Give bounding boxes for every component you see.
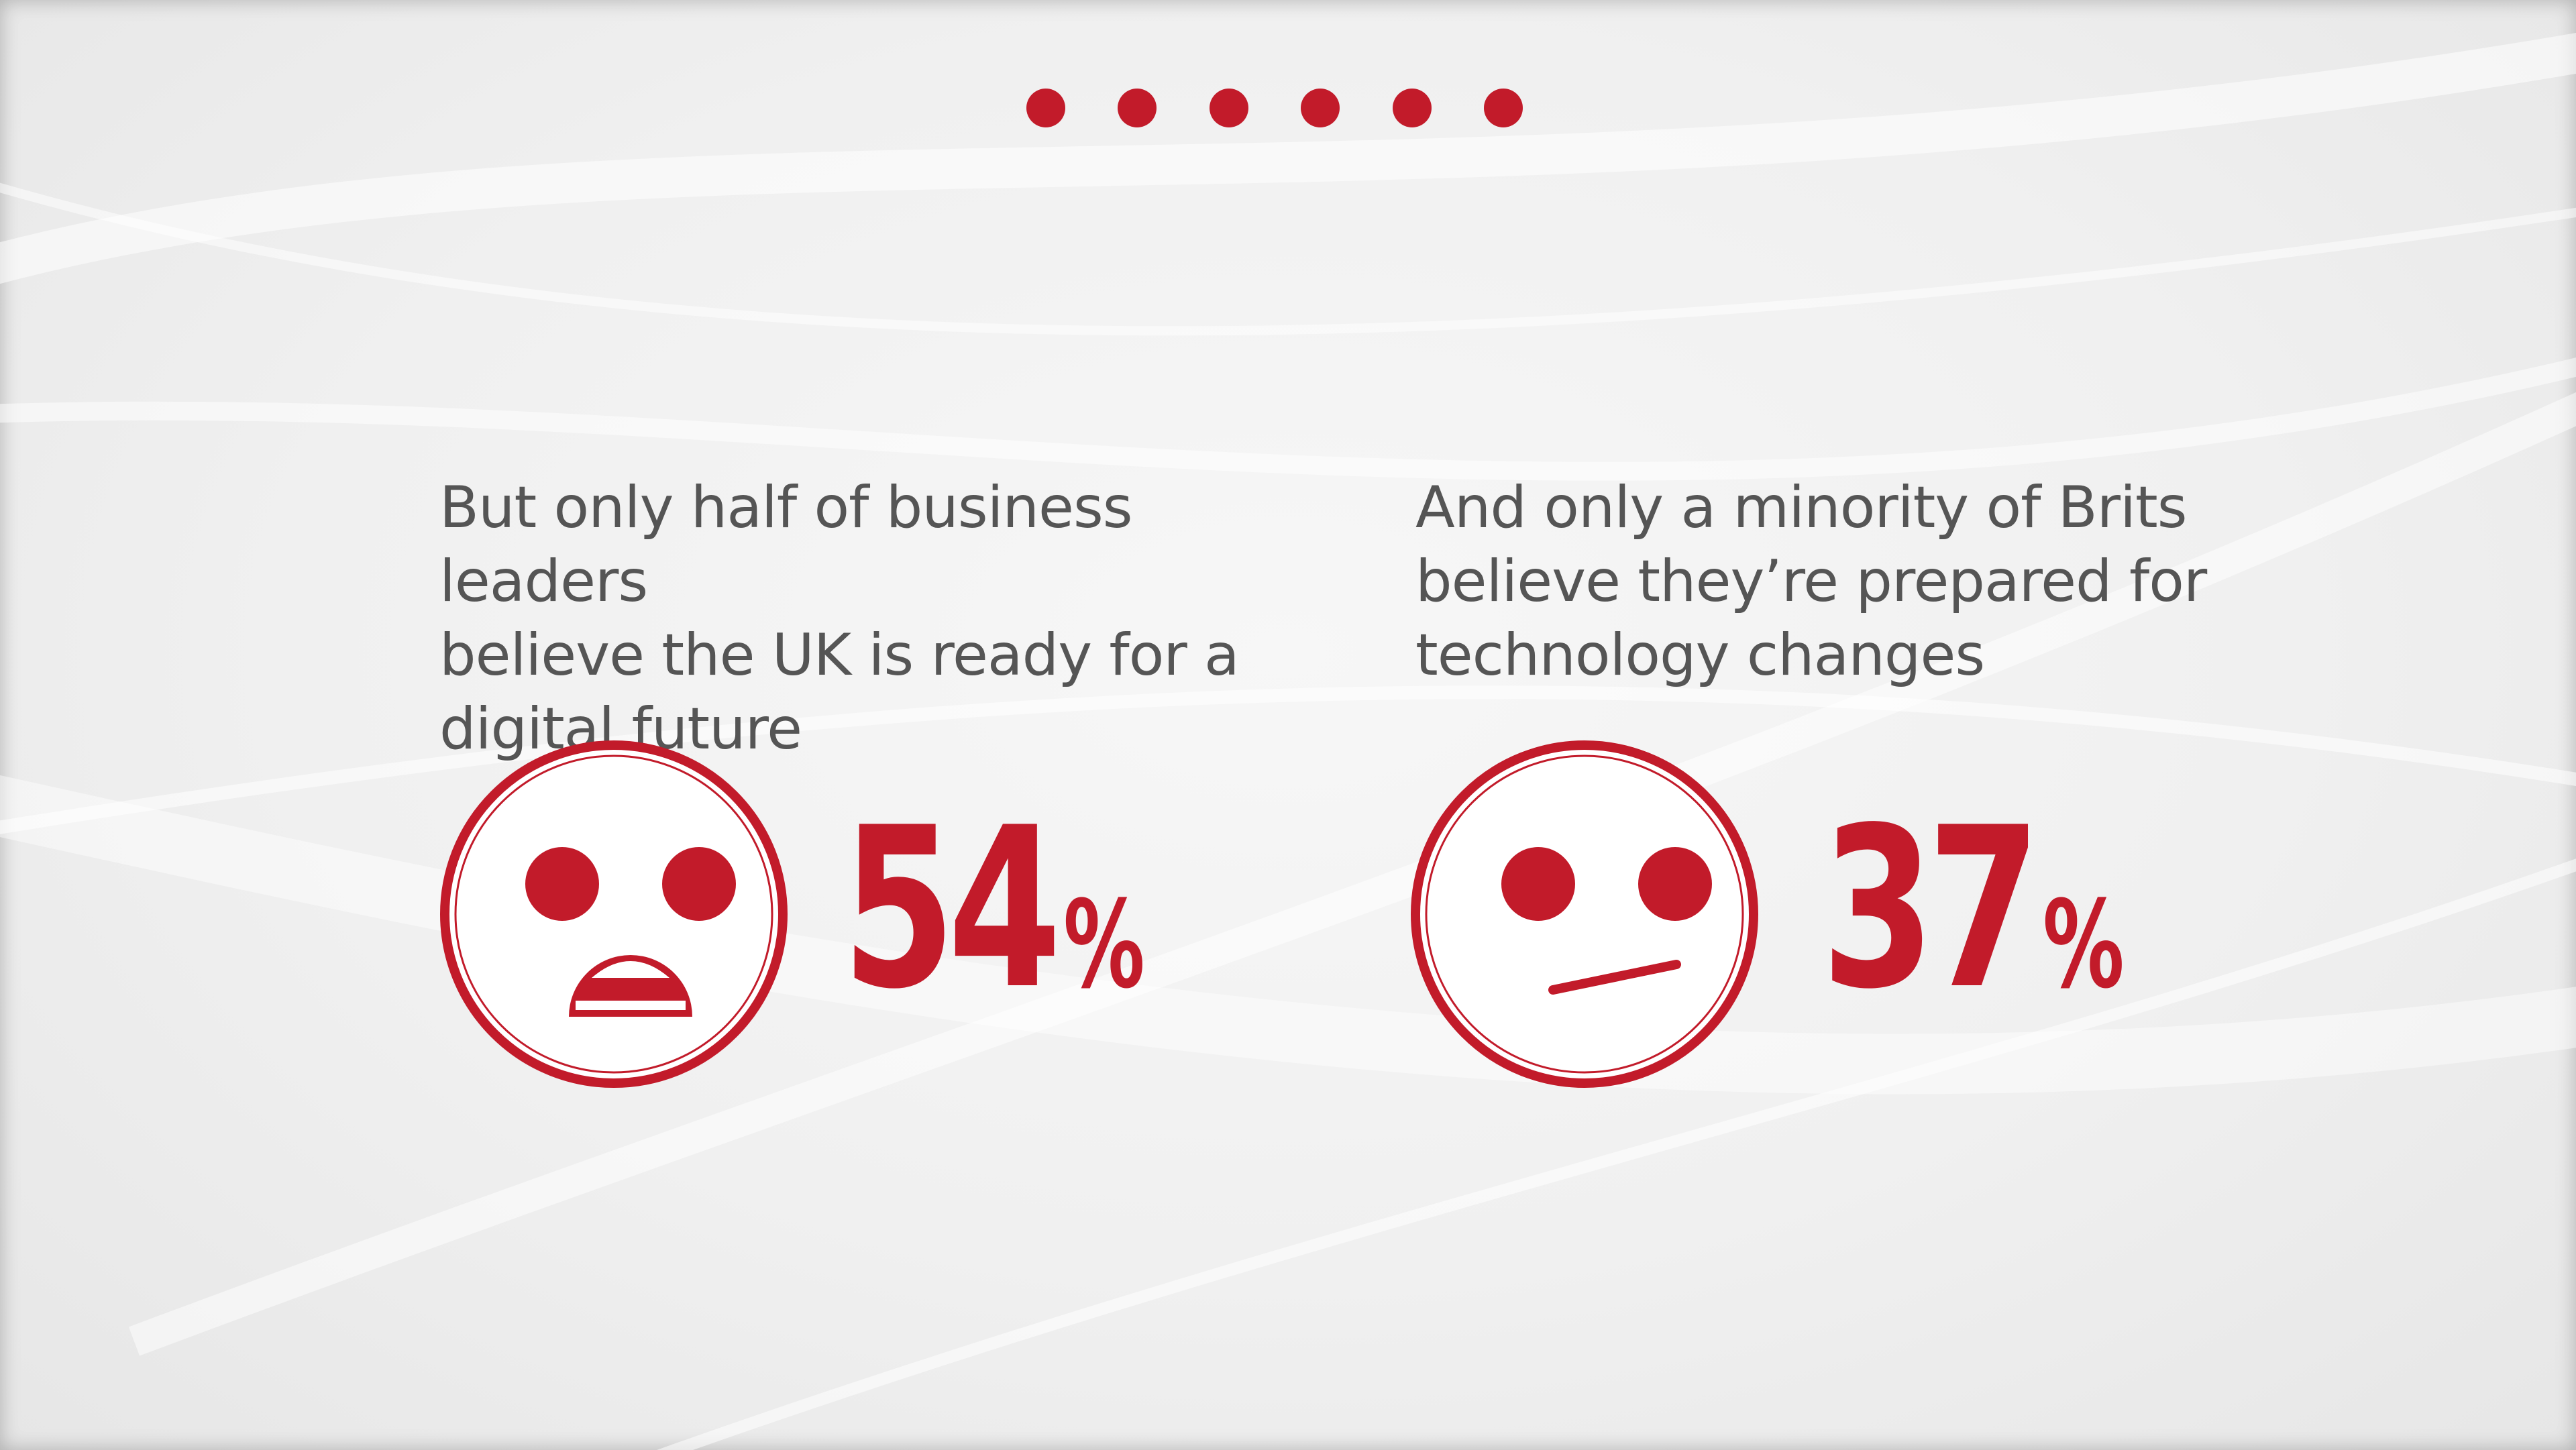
business-leaders-statement: But only half of business leaders believ…	[439, 474, 1240, 763]
brits-statement: And only a minority of Brits believe the…	[1415, 474, 2207, 689]
percent-symbol: %	[1063, 875, 1145, 1015]
percent-value: 54	[842, 780, 1061, 1038]
nav-dot-3[interactable]	[1209, 89, 1248, 127]
nav-dot-1[interactable]	[1026, 89, 1065, 127]
surprised-face-icon	[440, 740, 788, 1088]
nav-dot-4[interactable]	[1301, 89, 1340, 127]
percent-symbol: %	[2043, 875, 2125, 1015]
slide-navigation-dots	[1026, 89, 1523, 129]
percent-value: 37	[1821, 780, 2041, 1038]
skeptical-face-icon	[1411, 740, 1758, 1088]
nav-dot-5[interactable]	[1392, 89, 1432, 127]
nav-dot-2[interactable]	[1118, 89, 1157, 127]
business-leaders-percentage: 54%	[842, 780, 1145, 1038]
brits-percentage: 37%	[1821, 780, 2125, 1038]
nav-dot-6[interactable]	[1483, 89, 1523, 127]
